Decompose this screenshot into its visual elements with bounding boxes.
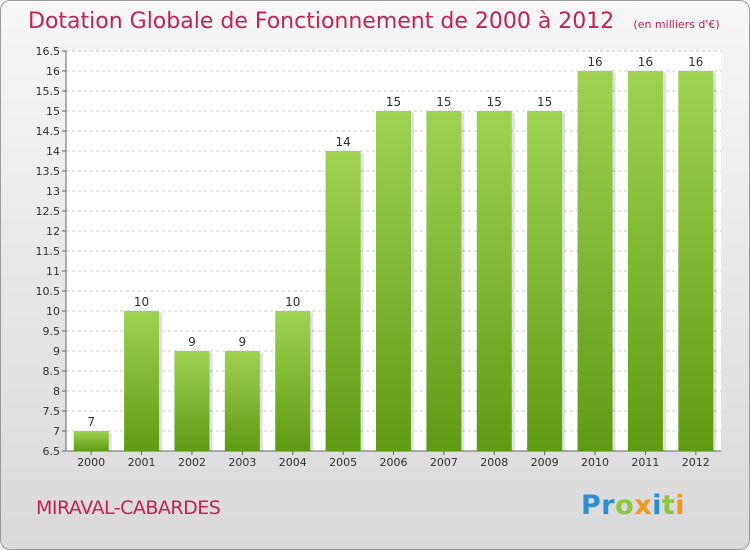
x-tick-label: 2006 [380,456,408,469]
y-tick-label: 14 [46,145,60,158]
y-tick-label: 13.5 [36,165,61,178]
bar-value-label: 15 [487,95,502,109]
y-tick-label: 13 [46,185,60,198]
y-tick-label: 8.5 [43,365,61,378]
bar [527,111,563,451]
bar [174,351,210,451]
y-tick-label: 10.5 [36,285,61,298]
bar-value-label: 14 [335,135,350,149]
x-tick-label: 2008 [480,456,508,469]
commune-name: MIRAVAL-CABARDES [36,497,221,519]
bar [426,111,462,451]
bar [325,151,361,451]
bar-value-label: 15 [386,95,401,109]
bar [577,71,613,451]
y-tick-label: 10 [46,305,60,318]
bar-value-label: 15 [537,95,552,109]
bar-value-label: 9 [239,335,247,349]
logo-letter: P [581,490,602,521]
y-tick-label: 7.5 [43,405,61,418]
bar-value-label: 16 [688,55,703,69]
y-tick-label: 9.5 [43,325,61,338]
x-tick-label: 2009 [531,456,559,469]
bar-value-label: 7 [87,415,95,429]
y-tick-label: 11 [46,265,60,278]
chart-subtitle: (en milliers d'€) [633,18,720,31]
y-tick-label: 6.5 [43,445,61,458]
y-tick-label: 12 [46,225,60,238]
y-tick-label: 12.5 [36,205,61,218]
logo-letter: x [634,490,653,521]
x-tick-label: 2011 [631,456,659,469]
bar [275,311,311,451]
y-tick-label: 15 [46,105,60,118]
x-tick-label: 2005 [329,456,357,469]
bar [476,111,512,451]
bar [73,431,109,451]
x-tick-label: 2010 [581,456,609,469]
y-tick-label: 9 [53,345,60,358]
logo-letter: r [601,490,616,521]
logo-letter: i [675,490,686,521]
bar [678,71,714,451]
x-tick-label: 2003 [228,456,256,469]
title-row: Dotation Globale de Fonctionnement de 20… [28,9,720,34]
logo-letter: i [652,490,662,521]
y-tick-label: 15.5 [36,85,61,98]
bar [627,71,663,451]
y-tick-label: 8 [53,385,60,398]
logo-letter: t [661,490,676,521]
bar-value-label: 16 [638,55,653,69]
y-tick-label: 11.5 [36,245,61,258]
bar [376,111,411,451]
bar-value-label: 16 [587,55,602,69]
x-tick-label: 2012 [682,456,710,469]
proxiti-logo: Proxiti [581,490,685,521]
y-tick-label: 16 [46,65,60,78]
bar-value-label: 9 [188,335,196,349]
y-tick-label: 7 [53,425,60,438]
bar-value-label: 15 [436,95,451,109]
x-tick-label: 2001 [128,456,156,469]
bar [224,351,260,451]
x-tick-label: 2002 [178,456,206,469]
bar-value-label: 10 [285,295,300,309]
x-tick-label: 2007 [430,456,458,469]
chart-title: Dotation Globale de Fonctionnement de 20… [28,9,615,34]
y-tick-label: 14.5 [36,125,61,138]
bar [124,311,160,451]
y-tick-label: 16.5 [36,45,61,58]
logo-letter: o [615,490,635,521]
x-tick-label: 2000 [77,456,105,469]
x-tick-label: 2004 [279,456,307,469]
bar-value-label: 10 [134,295,149,309]
